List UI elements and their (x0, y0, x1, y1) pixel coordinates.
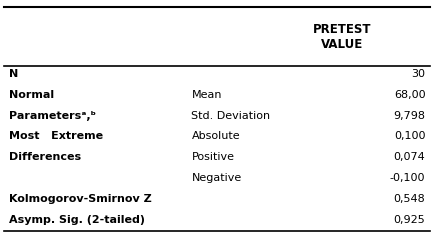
Text: N: N (9, 69, 18, 79)
Text: 0,074: 0,074 (394, 152, 425, 162)
Text: Normal: Normal (9, 90, 54, 100)
Text: -0,100: -0,100 (390, 173, 425, 183)
Text: 0,925: 0,925 (394, 215, 425, 225)
Text: 30: 30 (411, 69, 425, 79)
Text: 0,548: 0,548 (394, 194, 425, 204)
Text: Mean: Mean (191, 90, 222, 100)
Text: Differences: Differences (9, 152, 81, 162)
Text: 0,100: 0,100 (394, 131, 425, 141)
Text: PRETEST
VALUE: PRETEST VALUE (313, 23, 372, 51)
Text: Negative: Negative (191, 173, 242, 183)
Text: Absolute: Absolute (191, 131, 240, 141)
Text: Asymp. Sig. (2-tailed): Asymp. Sig. (2-tailed) (9, 215, 145, 225)
Text: Most   Extreme: Most Extreme (9, 131, 103, 141)
Text: 9,798: 9,798 (393, 111, 425, 121)
Text: Positive: Positive (191, 152, 234, 162)
Text: Std. Deviation: Std. Deviation (191, 111, 271, 121)
Text: Parametersᵃ,ᵇ: Parametersᵃ,ᵇ (9, 111, 95, 121)
Text: Kolmogorov-Smirnov Z: Kolmogorov-Smirnov Z (9, 194, 151, 204)
Text: 68,00: 68,00 (394, 90, 425, 100)
